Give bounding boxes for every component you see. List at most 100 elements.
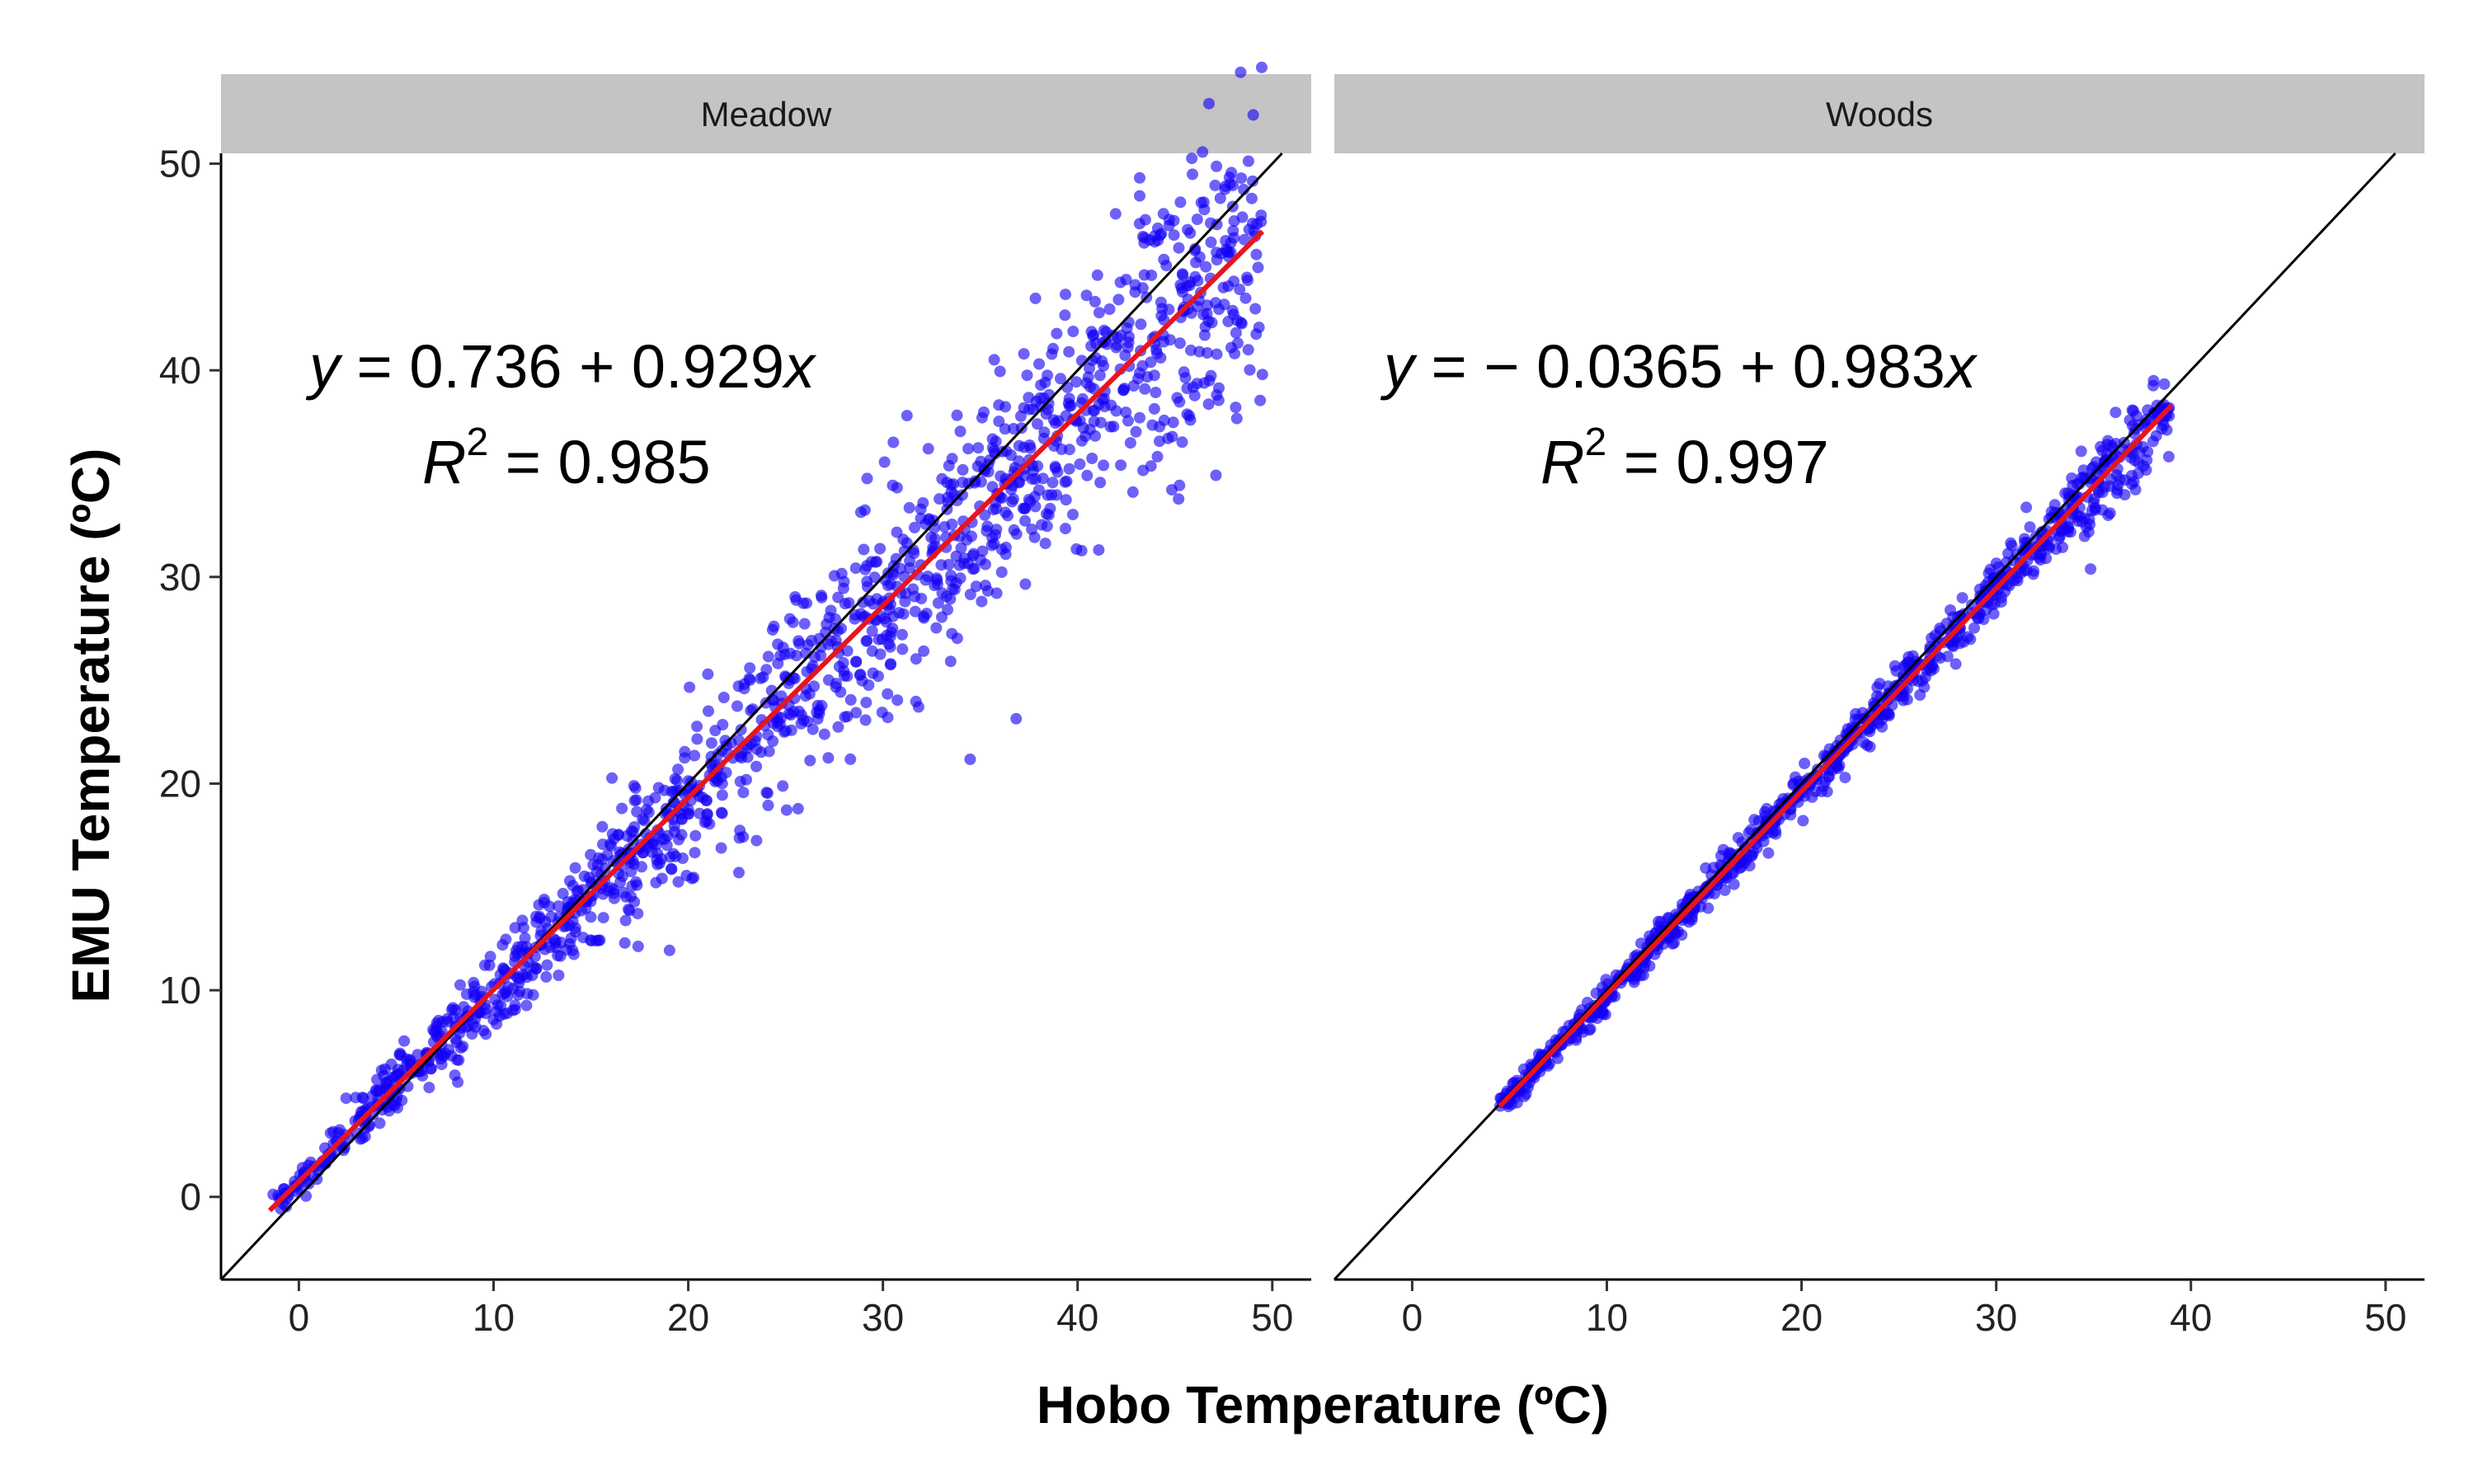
data-point <box>2079 473 2091 486</box>
data-point <box>1242 344 1254 356</box>
data-point <box>1121 322 1133 335</box>
data-point <box>1063 345 1075 358</box>
data-point <box>597 838 609 851</box>
data-point <box>866 625 878 637</box>
data-point <box>670 850 682 862</box>
x-tick-label: 50 <box>2364 1296 2406 1339</box>
data-point <box>701 809 713 821</box>
data-point <box>985 539 998 552</box>
data-point <box>962 557 975 570</box>
data-point <box>2127 420 2138 432</box>
data-point <box>1211 348 1223 360</box>
data-point <box>541 959 553 971</box>
data-point <box>1189 242 1202 255</box>
data-point <box>1839 772 1851 784</box>
data-point <box>702 668 714 680</box>
data-point <box>822 674 835 686</box>
data-point <box>1707 862 1719 874</box>
data-point <box>2076 515 2088 528</box>
data-point <box>1013 439 1025 452</box>
data-point <box>1081 469 1094 481</box>
data-point <box>359 1130 371 1143</box>
data-point <box>956 489 968 501</box>
data-point <box>1137 464 1150 477</box>
data-point <box>850 655 862 668</box>
data-point <box>772 657 784 669</box>
data-point <box>768 620 780 632</box>
data-point <box>830 634 842 646</box>
data-point <box>1157 208 1169 220</box>
data-point <box>619 914 632 927</box>
data-point <box>909 605 921 618</box>
data-point <box>979 558 991 571</box>
x-tick-label: 20 <box>1780 1296 1823 1339</box>
data-point <box>732 680 745 693</box>
data-point <box>936 472 948 485</box>
data-point <box>1148 369 1160 382</box>
data-point <box>761 787 774 800</box>
data-point <box>1150 387 1162 398</box>
data-point <box>1021 369 1033 382</box>
data-point <box>666 863 678 876</box>
data-point <box>1191 378 1203 390</box>
data-point <box>1029 292 1042 304</box>
data-point <box>2062 521 2074 533</box>
data-point <box>807 723 819 735</box>
data-point <box>858 543 870 556</box>
data-point <box>682 775 694 787</box>
data-point <box>915 512 927 524</box>
data-point <box>1227 225 1239 237</box>
data-point <box>818 728 830 740</box>
data-point <box>2006 539 2018 552</box>
data-point <box>743 673 755 685</box>
data-point <box>1167 416 1179 429</box>
r-value: = 0.985 <box>488 428 711 496</box>
data-point <box>1155 352 1167 364</box>
data-point <box>666 786 678 798</box>
data-point <box>423 1082 435 1094</box>
y-axis-title: EMU Temperature (ºC) <box>61 448 120 1003</box>
data-point <box>1968 622 1980 634</box>
data-point <box>1084 381 1096 393</box>
data-point <box>1074 458 1086 470</box>
data-point <box>2077 464 2090 477</box>
data-point <box>1239 233 1250 246</box>
data-point <box>793 637 806 650</box>
data-point <box>1010 712 1023 725</box>
data-point <box>2130 410 2142 422</box>
data-point <box>915 593 928 604</box>
data-point <box>1203 97 1215 110</box>
r-value: = 0.997 <box>1606 428 1829 496</box>
data-point <box>1252 261 1264 274</box>
data-point <box>1205 236 1217 248</box>
data-point <box>1087 330 1099 342</box>
data-point <box>425 1063 437 1074</box>
data-point <box>672 876 684 888</box>
data-point <box>896 643 909 655</box>
data-point <box>741 773 752 786</box>
data-point <box>484 951 496 963</box>
data-point <box>1762 847 1775 859</box>
data-point <box>625 866 637 877</box>
data-point <box>499 987 511 999</box>
data-point <box>1234 284 1246 296</box>
data-point <box>951 409 963 421</box>
data-point <box>1197 146 1209 158</box>
data-point <box>553 970 565 981</box>
data-point <box>2078 530 2091 542</box>
data-point <box>1217 281 1230 294</box>
data-point <box>785 709 797 721</box>
data-point <box>1973 613 1985 624</box>
data-point <box>1035 379 1047 392</box>
data-point <box>838 575 850 588</box>
data-point <box>1075 544 1088 556</box>
data-point <box>860 697 872 709</box>
data-point <box>1094 477 1107 489</box>
strip-meadow <box>221 74 1311 153</box>
data-point <box>578 870 590 882</box>
data-point <box>1149 236 1161 248</box>
r-symbol: R <box>422 428 466 496</box>
data-point <box>1086 453 1098 464</box>
data-point <box>1213 382 1225 394</box>
data-point <box>641 804 653 816</box>
